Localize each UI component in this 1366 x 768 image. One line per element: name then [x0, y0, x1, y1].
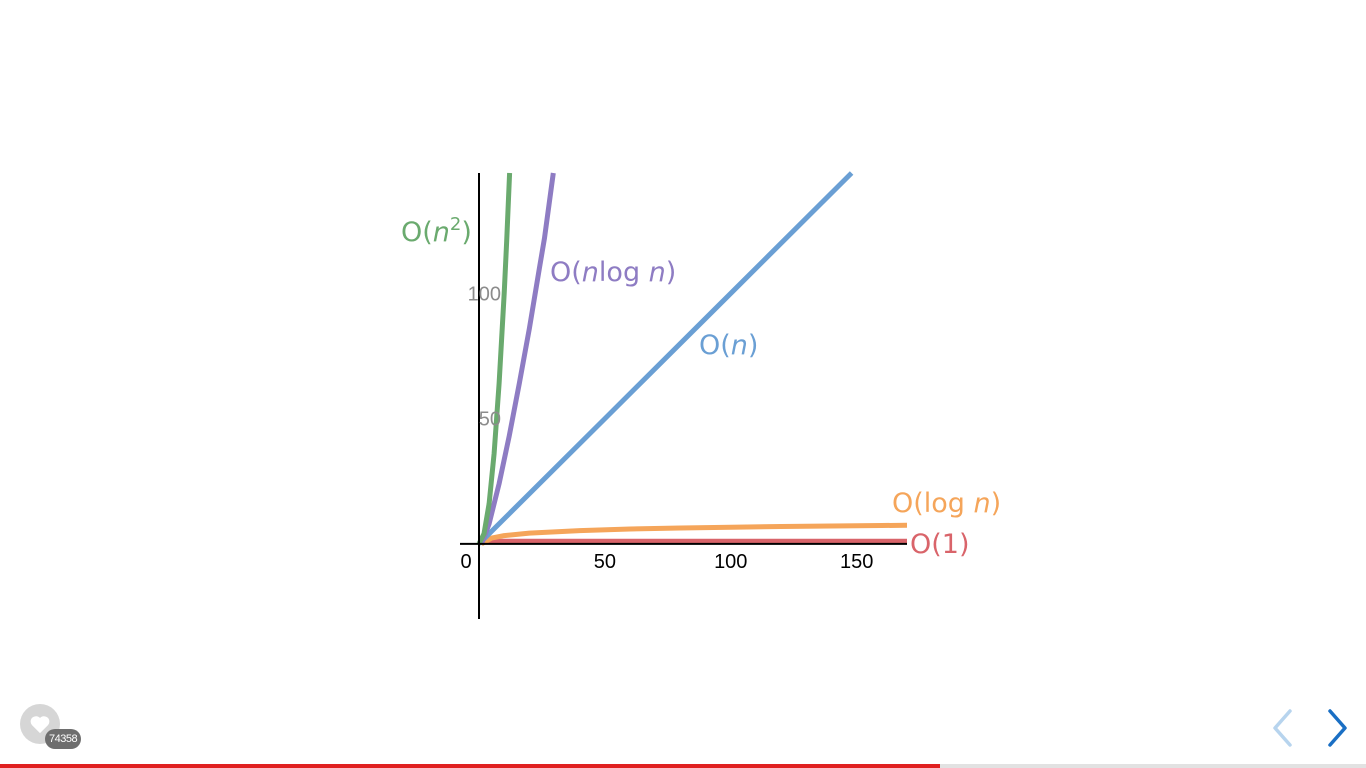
heart-icon: [30, 716, 50, 734]
series-label-4: O(nlog n): [550, 257, 676, 288]
y-tick-label: 50: [479, 409, 501, 431]
series-label-2: O(log n): [892, 488, 1001, 519]
y-tick-label: 100: [468, 283, 501, 305]
chevron-right-icon: [1328, 709, 1347, 747]
chevron-left-icon: [1273, 709, 1292, 747]
progress-track: [0, 764, 1366, 768]
series-label-1: O(1): [910, 529, 970, 560]
series-label-3: O(n): [699, 330, 758, 361]
x-tick-label: 100: [714, 551, 747, 573]
series-layer: [476, 171, 908, 546]
x-tick-label: 50: [594, 551, 616, 573]
series-label-5: O(n2): [401, 214, 472, 248]
series-line-3: [477, 171, 854, 546]
axes-layer: 0 50 100 150 50 100: [460, 173, 907, 619]
x-tick-label: 0: [460, 551, 471, 573]
complexity-chart: 0 50 100 150 50 100 O(1) O(log n) O(n) O(nlog n)…: [401, 171, 1001, 619]
series-line-2: [480, 522, 908, 546]
previous-slide-button[interactable]: [1262, 707, 1302, 749]
x-tick-label: 150: [840, 551, 873, 573]
series-line-4: [479, 172, 556, 545]
next-slide-button[interactable]: [1318, 707, 1358, 749]
series-line-5: [476, 172, 513, 545]
like-count-badge: 74358: [45, 729, 82, 749]
labels-layer: O(1) O(log n) O(n) O(nlog n) O(n2): [401, 214, 1001, 560]
progress-bar: [0, 764, 940, 768]
